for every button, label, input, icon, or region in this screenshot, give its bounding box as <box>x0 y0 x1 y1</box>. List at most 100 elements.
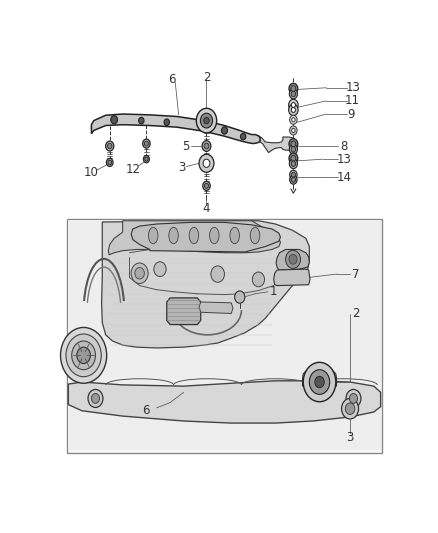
Circle shape <box>342 399 359 419</box>
Circle shape <box>60 327 107 383</box>
Circle shape <box>143 139 150 148</box>
Text: 5: 5 <box>183 140 190 152</box>
Circle shape <box>211 266 224 282</box>
Circle shape <box>204 143 209 149</box>
Polygon shape <box>274 269 310 286</box>
Polygon shape <box>167 298 201 325</box>
Text: 13: 13 <box>337 152 352 166</box>
Circle shape <box>290 126 297 135</box>
Text: 3: 3 <box>346 431 354 444</box>
Ellipse shape <box>209 227 219 244</box>
Text: 3: 3 <box>178 161 185 174</box>
Text: 10: 10 <box>84 166 99 179</box>
Circle shape <box>88 390 103 407</box>
Text: 12: 12 <box>125 163 140 175</box>
Circle shape <box>204 117 209 124</box>
Circle shape <box>235 291 245 303</box>
Circle shape <box>291 156 296 161</box>
Text: 6: 6 <box>168 73 176 86</box>
Text: 8: 8 <box>340 140 348 152</box>
FancyBboxPatch shape <box>67 219 382 453</box>
Polygon shape <box>108 221 280 255</box>
Polygon shape <box>131 222 280 252</box>
Circle shape <box>108 160 112 165</box>
Circle shape <box>199 154 214 172</box>
Polygon shape <box>102 221 309 348</box>
Circle shape <box>203 181 210 190</box>
Circle shape <box>92 393 99 403</box>
Circle shape <box>290 170 297 179</box>
Text: 9: 9 <box>348 108 355 120</box>
Circle shape <box>111 116 117 124</box>
Circle shape <box>289 139 298 149</box>
Ellipse shape <box>169 227 178 244</box>
Text: 13: 13 <box>345 81 360 94</box>
Circle shape <box>202 141 211 151</box>
Circle shape <box>291 147 296 152</box>
Circle shape <box>203 159 210 167</box>
Circle shape <box>145 141 148 146</box>
Text: 2: 2 <box>203 71 210 84</box>
Circle shape <box>164 119 170 126</box>
Ellipse shape <box>148 227 158 244</box>
Circle shape <box>303 362 336 402</box>
Circle shape <box>145 157 148 161</box>
Ellipse shape <box>189 227 199 244</box>
Polygon shape <box>92 114 260 143</box>
Circle shape <box>292 128 295 133</box>
Circle shape <box>290 159 297 168</box>
Circle shape <box>72 341 95 370</box>
Circle shape <box>290 144 297 154</box>
Circle shape <box>289 104 298 116</box>
Circle shape <box>289 99 298 111</box>
Text: 1: 1 <box>270 285 277 298</box>
Circle shape <box>350 393 357 403</box>
Polygon shape <box>276 249 309 270</box>
Circle shape <box>138 117 144 124</box>
Circle shape <box>106 141 114 151</box>
Circle shape <box>291 161 296 166</box>
Text: 2: 2 <box>352 307 359 320</box>
Circle shape <box>291 177 296 182</box>
Circle shape <box>196 108 217 133</box>
Circle shape <box>66 334 101 377</box>
Circle shape <box>131 263 148 284</box>
Circle shape <box>106 158 113 166</box>
Circle shape <box>107 143 112 149</box>
Text: 6: 6 <box>142 404 149 417</box>
Circle shape <box>291 91 296 96</box>
Text: 4: 4 <box>203 202 210 215</box>
Circle shape <box>289 254 297 264</box>
Circle shape <box>315 376 324 388</box>
Circle shape <box>286 251 300 268</box>
Circle shape <box>135 268 145 279</box>
Circle shape <box>77 347 90 364</box>
Circle shape <box>289 83 298 94</box>
Polygon shape <box>199 302 233 313</box>
Circle shape <box>290 175 297 184</box>
Polygon shape <box>68 381 381 423</box>
Circle shape <box>309 370 330 394</box>
Circle shape <box>205 183 208 188</box>
Circle shape <box>291 172 296 177</box>
Polygon shape <box>68 220 381 450</box>
Circle shape <box>290 115 297 124</box>
Ellipse shape <box>230 227 240 244</box>
Text: 11: 11 <box>345 94 360 107</box>
Circle shape <box>291 108 295 112</box>
Ellipse shape <box>250 227 260 244</box>
Text: 14: 14 <box>336 171 351 184</box>
Text: 7: 7 <box>352 268 359 280</box>
Circle shape <box>252 272 265 287</box>
Circle shape <box>289 153 298 164</box>
Circle shape <box>345 403 355 415</box>
Circle shape <box>240 133 246 140</box>
Circle shape <box>154 262 166 277</box>
Polygon shape <box>303 371 336 386</box>
Circle shape <box>292 118 295 122</box>
Circle shape <box>291 141 296 147</box>
Circle shape <box>290 89 297 99</box>
Circle shape <box>346 390 361 407</box>
Circle shape <box>222 127 227 134</box>
Circle shape <box>143 156 149 163</box>
